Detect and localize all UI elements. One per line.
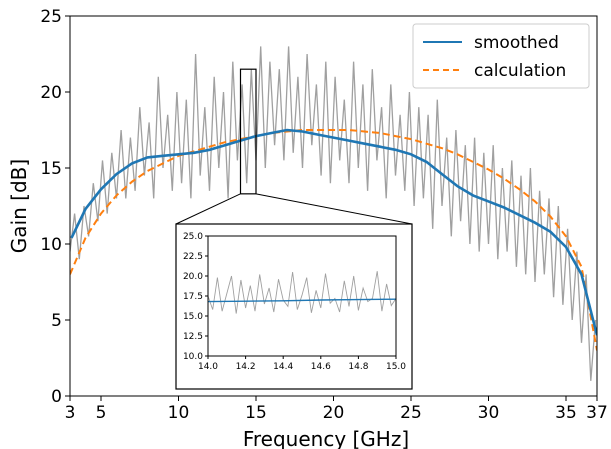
y-axis-ticks: 0 5 10 15 20 25 bbox=[40, 7, 70, 407]
x-tick-label: 37 bbox=[586, 403, 608, 423]
x-tick-label: 30 bbox=[478, 403, 500, 423]
x-tick-label: 10 bbox=[168, 403, 190, 423]
inset-raw-line bbox=[208, 271, 396, 314]
y-tick-label: 20 bbox=[40, 83, 62, 103]
inset-zoom-panel: 14.0 14.2 14.4 14.6 14.8 15.0 10.0 12.5 15.0 17.5… bbox=[175, 68, 413, 390]
inset-y-tick-label: 17.5 bbox=[183, 292, 203, 302]
x-tick-label: 3 bbox=[65, 403, 76, 423]
series-calculation-line bbox=[70, 129, 597, 351]
inset-x-tick-label: 15.0 bbox=[386, 362, 406, 372]
inset-smoothed-line bbox=[208, 298, 396, 303]
inset-y-tick-label: 25.0 bbox=[183, 232, 203, 242]
y-tick-label: 15 bbox=[40, 159, 62, 179]
x-axis-ticks: 3 5 10 15 20 25 30 35 37 bbox=[65, 396, 608, 423]
inset-x-tick-label: 14.0 bbox=[198, 362, 218, 372]
y-axis-label: Gain [dB] bbox=[7, 159, 31, 253]
inset-x-tick-label: 14.6 bbox=[311, 362, 331, 372]
inset-y-tick-label: 15.0 bbox=[183, 312, 203, 322]
y-tick-label: 0 bbox=[51, 387, 62, 407]
x-tick-label: 5 bbox=[96, 403, 107, 423]
inset-background bbox=[175, 223, 413, 390]
y-tick-label: 25 bbox=[40, 7, 62, 27]
legend: smoothed calculation bbox=[412, 23, 590, 89]
inset-y-tick-label: 12.5 bbox=[183, 332, 203, 342]
inset-y-tick-label: 20.0 bbox=[183, 272, 203, 282]
y-tick-label: 10 bbox=[40, 235, 62, 255]
inset-x-tick-label: 14.4 bbox=[273, 362, 293, 372]
zoom-region-marker bbox=[239, 68, 257, 195]
series-smoothed-line bbox=[70, 128, 597, 336]
x-tick-label: 35 bbox=[555, 403, 577, 423]
inset-y-tick-label: 22.5 bbox=[183, 252, 203, 262]
x-tick-label: 20 bbox=[323, 403, 345, 423]
x-tick-label: 15 bbox=[245, 403, 267, 423]
legend-box bbox=[412, 23, 590, 89]
zoom-connector-right bbox=[255, 193, 413, 225]
x-tick-label: 25 bbox=[400, 403, 422, 423]
inset-x-tick-label: 14.8 bbox=[348, 362, 368, 372]
inset-x-tick-label: 14.2 bbox=[236, 362, 256, 372]
legend-label-calculation: calculation bbox=[474, 61, 566, 81]
x-axis-label: Frequency [GHz] bbox=[243, 427, 409, 449]
inset-y-tick-label: 10.0 bbox=[183, 352, 203, 362]
legend-label-smoothed: smoothed bbox=[474, 33, 559, 53]
zoom-connector-left bbox=[175, 193, 241, 225]
y-tick-label: 5 bbox=[51, 311, 62, 331]
